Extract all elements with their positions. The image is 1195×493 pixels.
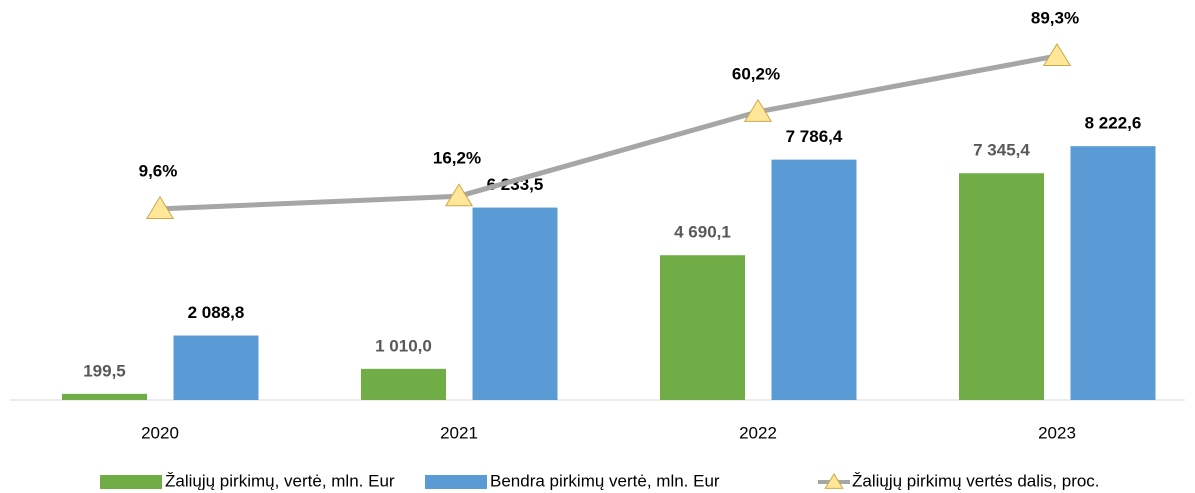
bar — [173, 335, 259, 400]
data-label: 1 010,0 — [375, 336, 432, 355]
bar — [1070, 146, 1156, 400]
data-label: 9,6% — [139, 161, 178, 180]
line-marker — [444, 183, 474, 207]
data-label: 7 345,4 — [973, 141, 1030, 160]
bar — [62, 393, 147, 400]
data-label: 16,2% — [433, 149, 481, 168]
line — [159, 53, 1058, 212]
data-label: 199,5 — [83, 361, 126, 380]
data-label: 7 786,4 — [786, 127, 843, 146]
legend-swatch — [824, 473, 844, 489]
data-label: 2 088,8 — [188, 303, 245, 322]
line-marker — [1042, 42, 1072, 67]
legend-swatch — [425, 475, 487, 489]
legend-label: Bendra pirkimų vertė, mln. Eur — [490, 471, 720, 490]
data-label: 89,3% — [1031, 8, 1079, 27]
x-tick-label: 2022 — [739, 423, 777, 442]
line-marker — [145, 195, 175, 219]
bar — [361, 368, 446, 400]
legend-swatch — [100, 475, 162, 489]
line-marker — [743, 98, 773, 122]
bar — [660, 255, 745, 400]
bar — [771, 159, 857, 400]
data-label: 6 233,5 — [487, 175, 544, 194]
data-label: 8 222,6 — [1085, 114, 1142, 133]
legend-label: Žaliųjų pirkimų, vertė, mln. Eur — [165, 471, 395, 490]
x-tick-label: 2021 — [440, 423, 478, 442]
x-tick-label: 2023 — [1038, 423, 1076, 442]
data-label: 60,2% — [732, 64, 780, 83]
bar — [959, 173, 1044, 400]
x-tick-label: 2020 — [141, 423, 179, 442]
data-label: 4 690,1 — [674, 223, 731, 242]
legend-label: Žaliųjų pirkimų vertės dalis, proc. — [852, 471, 1100, 490]
bar — [472, 207, 558, 400]
